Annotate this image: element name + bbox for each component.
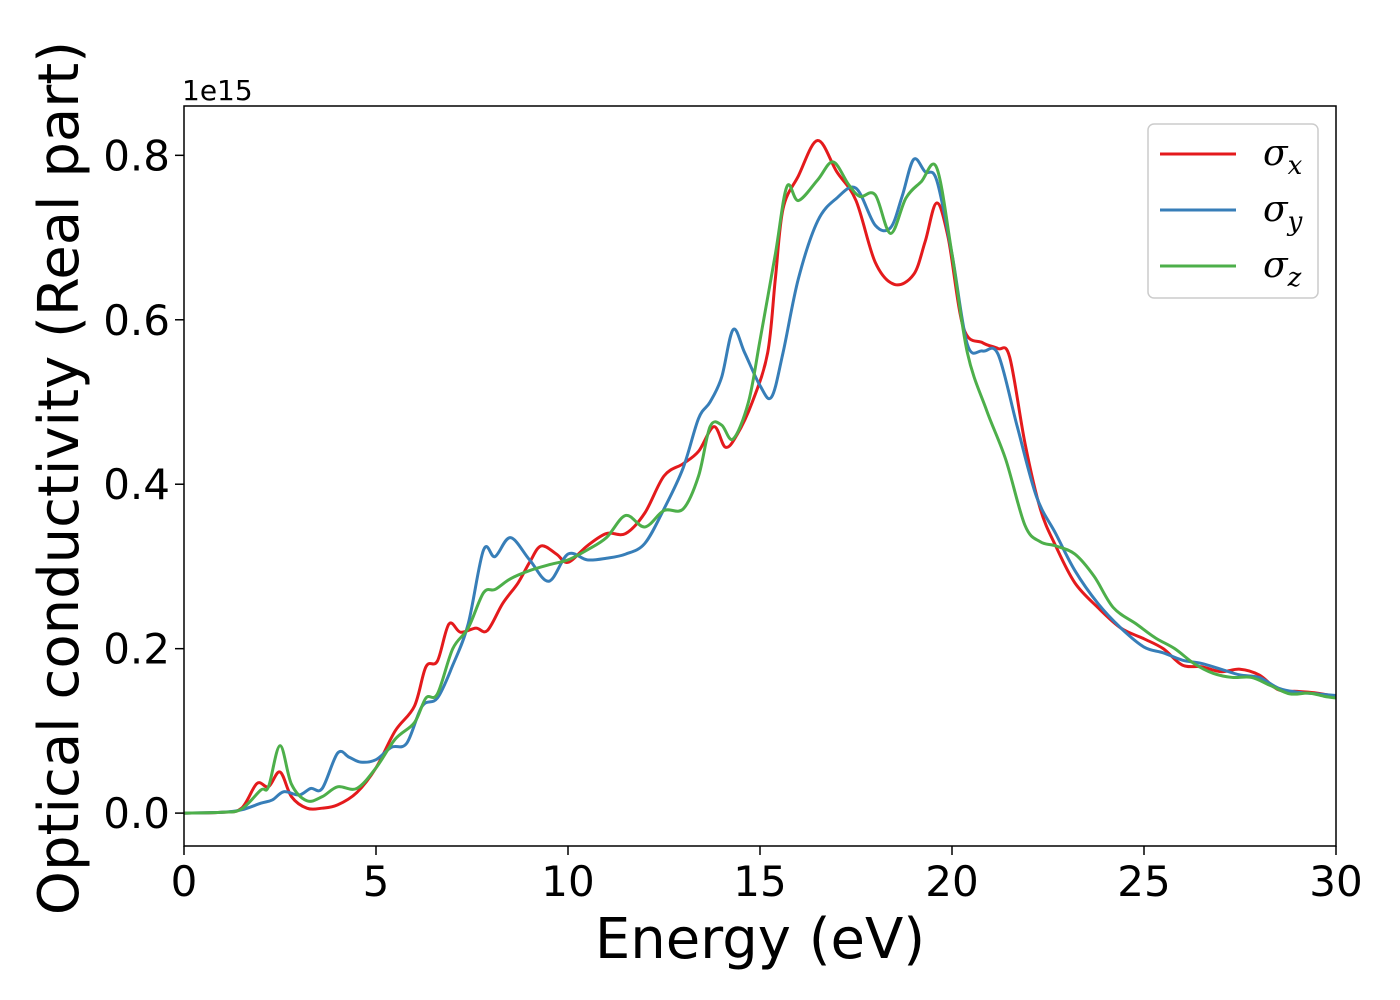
- legend: σx σy σz: [1147, 123, 1319, 299]
- y-tick-label: 0.0: [103, 789, 170, 838]
- x-tick-label: 5: [363, 857, 390, 906]
- y-tick-label: 0.6: [103, 296, 170, 345]
- y-offset-text: 1e15: [182, 74, 253, 107]
- x-tick-label: 30: [1309, 857, 1362, 906]
- y-axis: 0.0 0.2 0.4 0.6 0.8: [103, 131, 184, 838]
- legend-label-z: σz: [1263, 245, 1302, 293]
- y-tick-label: 0.2: [103, 625, 170, 674]
- x-axis: 0 5 10 15 20 25 30: [171, 846, 1363, 906]
- legend-label-x: σx: [1263, 133, 1303, 181]
- y-tick-label: 0.8: [103, 131, 170, 180]
- series-line-z: [184, 160, 1336, 815]
- x-tick-label: 10: [541, 857, 594, 906]
- plot-area: [184, 106, 1336, 846]
- x-tick-label: 0: [171, 857, 198, 906]
- y-axis-title: Optical conductivity (Real part): [27, 41, 92, 915]
- series-line-y: [184, 157, 1336, 815]
- x-tick-label: 25: [1117, 857, 1170, 906]
- y-tick-label: 0.4: [103, 460, 170, 509]
- x-axis-title: Energy (eV): [595, 907, 925, 972]
- series-layer: [184, 139, 1336, 815]
- x-tick-label: 20: [925, 857, 978, 906]
- x-tick-label: 15: [733, 857, 786, 906]
- legend-label-y: σy: [1263, 189, 1303, 237]
